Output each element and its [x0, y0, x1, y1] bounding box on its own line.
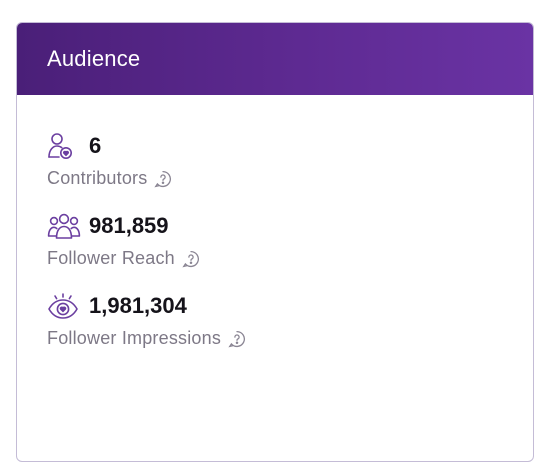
- follower-impressions-value: 1,981,304: [89, 293, 187, 318]
- question-circle-icon[interactable]: [154, 170, 172, 188]
- card-title: Audience: [47, 46, 141, 71]
- follower-reach-label: Follower Reach: [47, 248, 175, 268]
- metric-follower-impressions: 1,981,304 Follower Impressions: [47, 289, 533, 349]
- metric-contributors: 6 Contributors: [47, 129, 533, 189]
- card-header: Audience: [17, 23, 533, 95]
- audience-card: Audience 6 Contributors: [16, 22, 534, 462]
- question-circle-icon[interactable]: [182, 250, 200, 268]
- question-circle-icon[interactable]: [228, 330, 246, 348]
- contributors-label: Contributors: [47, 168, 148, 188]
- contributor-icon: [47, 131, 81, 161]
- card-body: 6 Contributors: [17, 95, 533, 349]
- people-group-icon: [47, 211, 81, 241]
- eye-heart-icon: [47, 291, 81, 321]
- follower-impressions-label: Follower Impressions: [47, 328, 222, 348]
- contributors-value: 6: [89, 133, 102, 158]
- follower-reach-value: 981,859: [89, 213, 169, 238]
- metric-follower-reach: 981,859 Follower Reach: [47, 209, 533, 269]
